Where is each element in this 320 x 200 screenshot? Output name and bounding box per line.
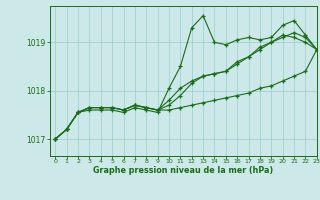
X-axis label: Graphe pression niveau de la mer (hPa): Graphe pression niveau de la mer (hPa) xyxy=(93,166,273,175)
